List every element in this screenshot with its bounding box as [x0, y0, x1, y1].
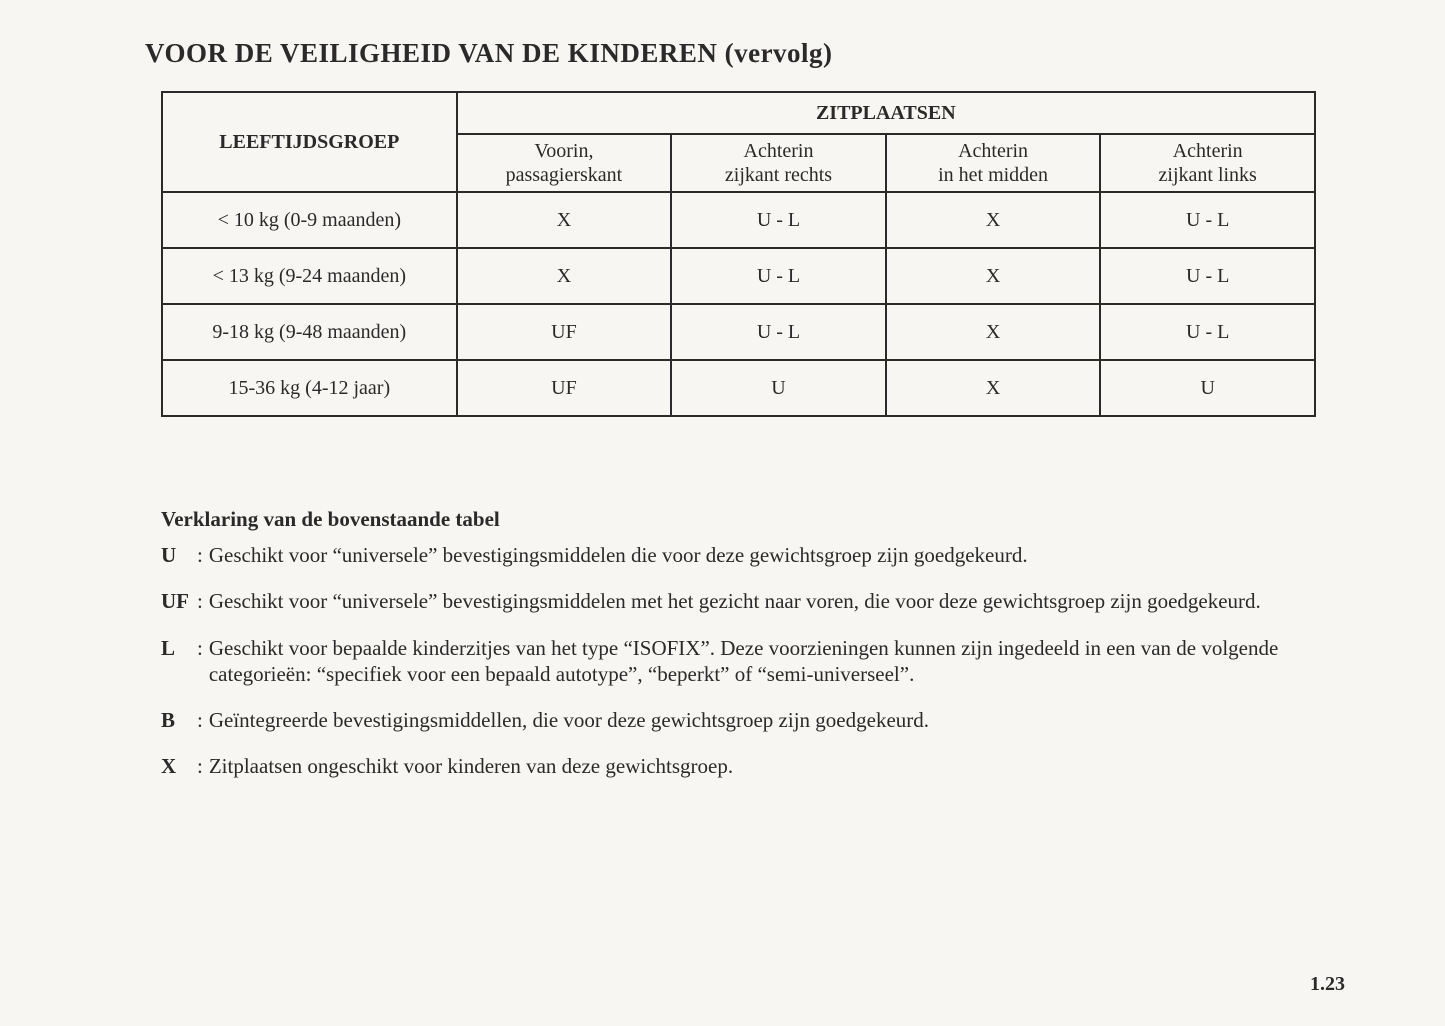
legend-title: Verklaring van de bovenstaande tabel — [161, 507, 1290, 532]
legend-item: UF : Geschikt voor “universele” bevestig… — [161, 588, 1290, 614]
row-label: < 13 kg (9-24 maanden) — [162, 248, 457, 304]
page-title: VOOR DE VEILIGHEID VAN DE KINDEREN (verv… — [145, 38, 1300, 69]
table-row: 9-18 kg (9-48 maanden) UF U - L X U - L — [162, 304, 1315, 360]
legend: Verklaring van de bovenstaande tabel U :… — [145, 507, 1300, 780]
legend-key: X — [161, 753, 197, 779]
cell-value: U — [671, 360, 886, 416]
legend-text: Geschikt voor bepaalde kinderzitjes van … — [209, 635, 1290, 688]
cell-value: X — [886, 360, 1101, 416]
header-seats: ZITPLAATSEN — [457, 92, 1315, 134]
legend-key: U — [161, 542, 197, 568]
col-header: Achterinin het midden — [886, 134, 1101, 192]
row-label: 15-36 kg (4-12 jaar) — [162, 360, 457, 416]
col-header: Achterinzijkant links — [1100, 134, 1315, 192]
page-number: 1.23 — [1310, 973, 1345, 996]
legend-text: Geschikt voor “universele” bevestigingsm… — [209, 588, 1290, 614]
cell-value: U - L — [1100, 248, 1315, 304]
cell-value: U - L — [1100, 192, 1315, 248]
header-age-group: LEEFTIJDSGROEP — [162, 92, 457, 192]
legend-colon: : — [197, 753, 203, 779]
cell-value: U - L — [671, 304, 886, 360]
legend-text: Geschikt voor “universele” bevestigingsm… — [209, 542, 1290, 568]
cell-value: U — [1100, 360, 1315, 416]
legend-text: Zitplaatsen ongeschikt voor kinderen van… — [209, 753, 1290, 779]
seating-table: LEEFTIJDSGROEP ZITPLAATSEN Voorin,passag… — [161, 91, 1316, 417]
cell-value: X — [886, 304, 1101, 360]
legend-item: U : Geschikt voor “universele” bevestigi… — [161, 542, 1290, 568]
legend-item: X : Zitplaatsen ongeschikt voor kinderen… — [161, 753, 1290, 779]
col-header: Achterinzijkant rechts — [671, 134, 886, 192]
legend-key: B — [161, 707, 197, 733]
table-row: 15-36 kg (4-12 jaar) UF U X U — [162, 360, 1315, 416]
legend-item: L : Geschikt voor bepaalde kinderzitjes … — [161, 635, 1290, 688]
col-header: Voorin,passagierskant — [457, 134, 672, 192]
legend-colon: : — [197, 542, 203, 568]
legend-key: UF — [161, 588, 197, 614]
cell-value: UF — [457, 360, 672, 416]
cell-value: U - L — [671, 192, 886, 248]
title-main: VOOR DE VEILIGHEID VAN DE KINDEREN — [145, 38, 717, 68]
table-row: < 10 kg (0-9 maanden) X U - L X U - L — [162, 192, 1315, 248]
legend-item: B : Geïntegreerde bevestigingsmiddellen,… — [161, 707, 1290, 733]
legend-colon: : — [197, 635, 203, 688]
row-label: < 10 kg (0-9 maanden) — [162, 192, 457, 248]
row-label: 9-18 kg (9-48 maanden) — [162, 304, 457, 360]
cell-value: X — [886, 192, 1101, 248]
cell-value: X — [886, 248, 1101, 304]
legend-colon: : — [197, 588, 203, 614]
cell-value: X — [457, 248, 672, 304]
legend-key: L — [161, 635, 197, 688]
cell-value: UF — [457, 304, 672, 360]
legend-text: Geïntegreerde bevestigingsmiddellen, die… — [209, 707, 1290, 733]
document-page: VOOR DE VEILIGHEID VAN DE KINDEREN (verv… — [0, 0, 1445, 780]
cell-value: X — [457, 192, 672, 248]
cell-value: U - L — [671, 248, 886, 304]
cell-value: U - L — [1100, 304, 1315, 360]
title-suffix: (vervolg) — [725, 38, 833, 68]
table-body: < 10 kg (0-9 maanden) X U - L X U - L < … — [162, 192, 1315, 416]
legend-colon: : — [197, 707, 203, 733]
table-row: < 13 kg (9-24 maanden) X U - L X U - L — [162, 248, 1315, 304]
